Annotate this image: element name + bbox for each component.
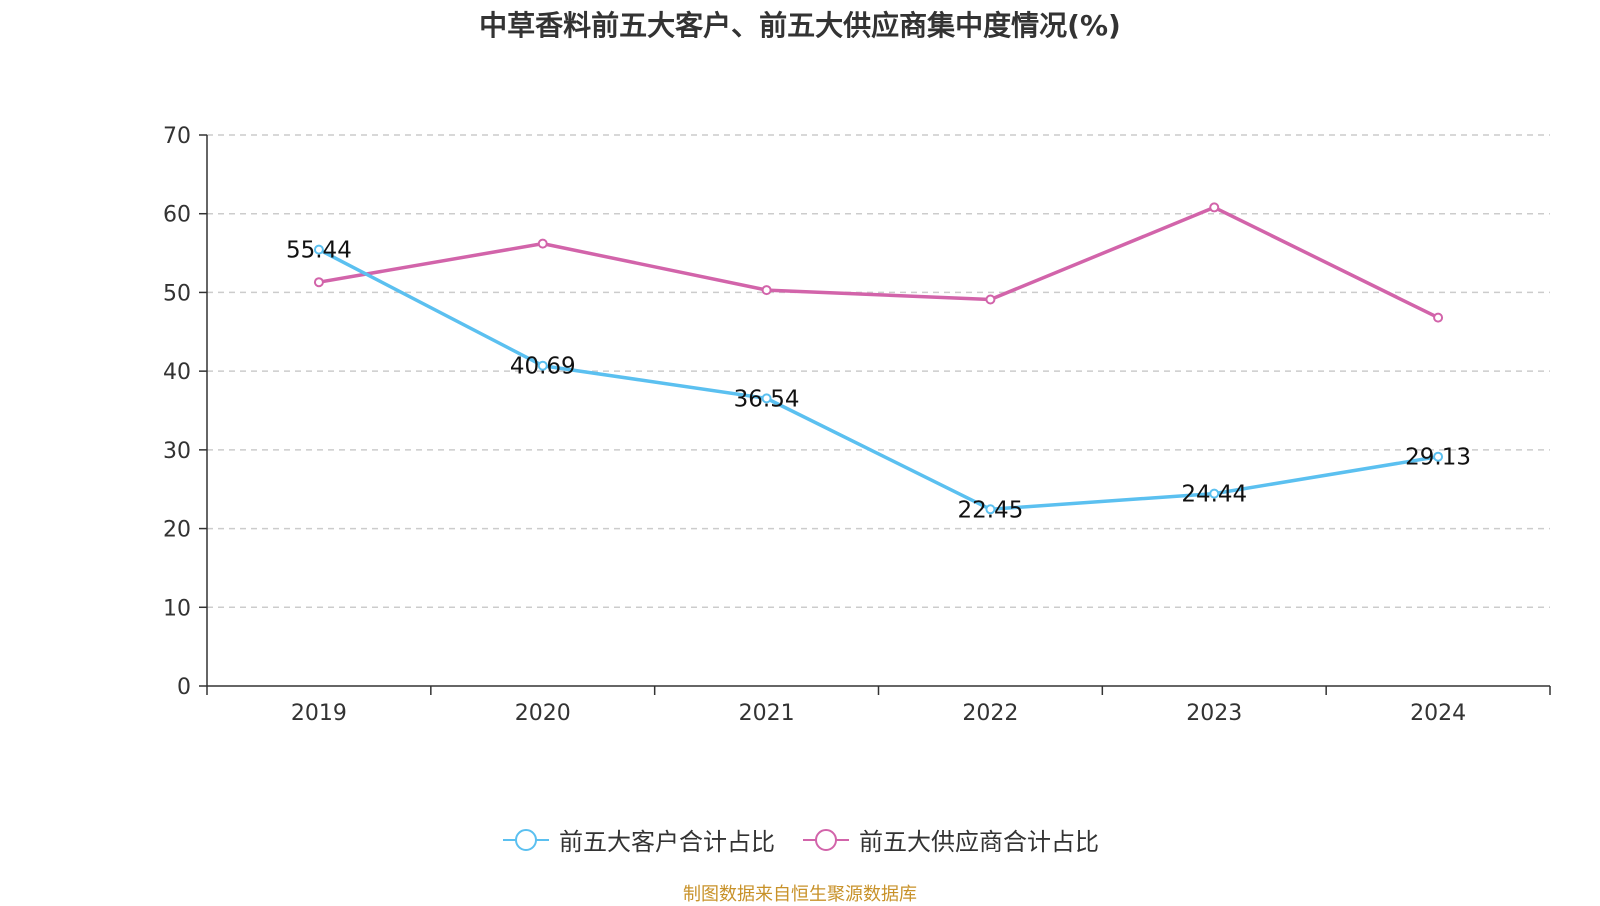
axes: 0 10 20 30 40 50 60 70 2019 2020 2021 2022 2023 2024 (163, 124, 1551, 726)
series (313, 202, 1444, 515)
grid-lines (207, 134, 1550, 609)
data-labels: 55.44 40.69 36.54 22.45 24.44 29.13 (286, 238, 1471, 524)
y-tick-label: 0 (177, 675, 191, 700)
data-point (537, 238, 548, 249)
x-tick-label: 2019 (291, 701, 347, 726)
legend-customers-label: 前五大客户合计占比 (559, 828, 775, 856)
y-tick-label: 70 (163, 124, 191, 149)
series-line-1 (318, 205, 1439, 320)
legend-suppliers-label: 前五大供应商合计占比 (859, 828, 1099, 856)
y-tick-label: 50 (163, 281, 191, 306)
x-tick-label: 2023 (1186, 701, 1242, 726)
x-tick-label: 2020 (515, 701, 571, 726)
y-tick-label: 30 (163, 439, 191, 464)
data-point (313, 277, 324, 288)
series-line-0 (318, 248, 1439, 512)
data-point (761, 285, 772, 296)
data-label: 22.45 (957, 497, 1023, 523)
data-point (1209, 488, 1220, 499)
legend-item-customers[interactable]: 前五大客户合计占比 (501, 822, 775, 857)
data-point (537, 360, 548, 371)
legend-suppliers-icon (803, 828, 849, 851)
y-tick-label: 40 (163, 360, 191, 385)
y-tick-label: 60 (163, 203, 191, 228)
y-tick-label: 20 (163, 518, 191, 543)
x-tick-label: 2021 (739, 701, 795, 726)
data-point (985, 294, 996, 305)
legend-item-suppliers[interactable]: 前五大供应商合计占比 (801, 822, 1099, 857)
source-note: 制图数据来自恒生聚源数据库 (683, 884, 917, 905)
x-tick-label: 2024 (1410, 701, 1466, 726)
data-point (761, 393, 772, 404)
data-label: 36.54 (734, 386, 800, 412)
chart-title: 中草香料前五大客户、前五大供应商集中度情况(%) (479, 9, 1121, 42)
data-label: 40.69 (510, 354, 576, 380)
data-point (1433, 451, 1444, 462)
x-tick-label: 2022 (962, 701, 1018, 726)
y-tick-label: 10 (163, 596, 191, 621)
data-point (313, 244, 324, 255)
data-point (985, 504, 996, 515)
data-point (1209, 202, 1220, 213)
data-label: 55.44 (286, 238, 352, 264)
data-point (1433, 312, 1444, 323)
data-label: 29.13 (1405, 445, 1471, 471)
legend: 前五大客户合计占比 前五大供应商合计占比 (0, 822, 1600, 857)
data-label: 24.44 (1181, 482, 1247, 508)
legend-customers-icon (503, 828, 549, 851)
